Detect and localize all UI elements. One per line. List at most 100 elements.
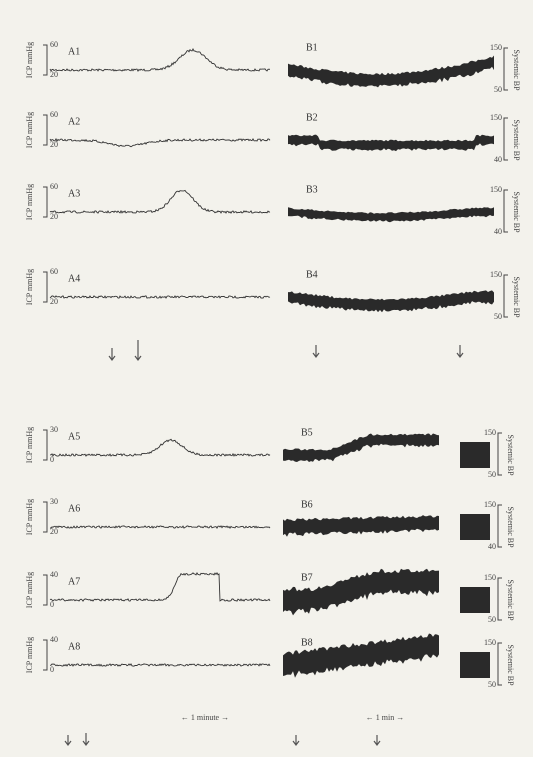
bp-scale [497, 577, 502, 621]
bp-trace-label: B1 [306, 42, 318, 53]
icp-axis-label: ICP mmHg [25, 572, 34, 608]
icp-max: 30 [50, 497, 58, 506]
icp-trace-label: A1 [68, 46, 80, 57]
time-scale-right: ← 1 min → [366, 713, 404, 722]
icp-scale [43, 271, 48, 303]
icp-min: 0 [50, 455, 54, 464]
bp-min: 40 [494, 155, 502, 164]
icp-scale [43, 574, 48, 606]
bp-block [460, 514, 490, 540]
icp-trace [49, 525, 271, 529]
icp-axis-label: ICP mmHg [25, 269, 34, 305]
icp-trace-label: A4 [68, 273, 80, 284]
icp-scale [43, 114, 48, 146]
bp-band [283, 515, 439, 537]
bp-scale [503, 189, 508, 233]
bp-trace-label: B2 [306, 112, 318, 123]
icp-scale [43, 501, 48, 533]
icp-max: 30 [50, 425, 58, 434]
icp-min: 0 [50, 600, 54, 609]
icp-axis-label: ICP mmHg [25, 637, 34, 673]
bp-axis-label: Systemic BP [512, 276, 521, 318]
bp-max: 150 [484, 638, 496, 647]
icp-trace-label: A5 [68, 431, 80, 442]
icp-trace [49, 48, 271, 73]
icp-axis-label: ICP mmHg [25, 112, 34, 148]
icp-axis-label: ICP mmHg [25, 499, 34, 535]
bp-scale [497, 432, 502, 476]
bp-min: 50 [494, 85, 502, 94]
bp-trace-label: B6 [301, 499, 313, 510]
icp-scale [43, 44, 48, 76]
icp-min: 20 [50, 212, 58, 221]
bp-scale [497, 504, 502, 548]
bp-min: 40 [488, 542, 496, 551]
icp-max: 60 [50, 40, 58, 49]
bp-band [283, 633, 439, 678]
icp-trace-label: A2 [68, 116, 80, 127]
icp-min: 0 [50, 665, 54, 674]
bp-max: 150 [490, 43, 502, 52]
bp-scale [503, 274, 508, 318]
bp-trace-label: B3 [306, 184, 318, 195]
bp-band [288, 290, 494, 313]
icp-scale [43, 639, 48, 671]
bp-axis-label: Systemic BP [506, 434, 515, 476]
bp-min: 50 [488, 470, 496, 479]
icp-trace-label: A7 [68, 576, 80, 587]
icp-trace [49, 137, 271, 148]
bp-block [460, 652, 490, 678]
icp-max: 60 [50, 182, 58, 191]
bp-axis-label: Systemic BP [512, 119, 521, 161]
event-arrows [64, 340, 464, 746]
bp-trace-label: B7 [301, 572, 313, 583]
bp-scale [503, 117, 508, 161]
bp-min: 50 [488, 615, 496, 624]
bp-max: 150 [484, 428, 496, 437]
bp-block [460, 587, 490, 613]
icp-trace [49, 438, 271, 457]
bp-axis-label: Systemic BP [512, 191, 521, 233]
icp-trace-label: A8 [68, 641, 80, 652]
icp-max: 60 [50, 267, 58, 276]
icp-max: 40 [50, 570, 58, 579]
bp-band [283, 433, 439, 462]
bp-band [288, 55, 494, 88]
bp-band [288, 207, 494, 223]
icp-trace-label: A6 [68, 503, 80, 514]
icp-max: 40 [50, 635, 58, 644]
icp-min: 20 [50, 70, 58, 79]
bp-min: 50 [494, 312, 502, 321]
bp-max: 150 [484, 573, 496, 582]
bp-scale [497, 642, 502, 686]
bp-band [283, 568, 439, 616]
icp-trace [49, 663, 271, 667]
bp-band [288, 134, 494, 152]
icp-trace-label: A3 [68, 188, 80, 199]
icp-scale [43, 186, 48, 218]
time-scale-left: ← 1 minute → [181, 713, 229, 722]
icp-trace [49, 189, 271, 214]
bp-max: 150 [490, 270, 502, 279]
icp-trace [49, 571, 271, 602]
bp-max: 150 [490, 185, 502, 194]
icp-max: 60 [50, 110, 58, 119]
bp-max: 150 [490, 113, 502, 122]
icp-min: 20 [50, 527, 58, 536]
icp-scale [43, 429, 48, 461]
bp-trace-label: B4 [306, 269, 318, 280]
bp-axis-label: Systemic BP [506, 579, 515, 621]
icp-min: 20 [50, 297, 58, 306]
bp-axis-label: Systemic BP [512, 49, 521, 91]
icp-axis-label: ICP mmHg [25, 42, 34, 78]
bp-trace-label: B8 [301, 637, 313, 648]
icp-min: 20 [50, 140, 58, 149]
bp-scale [503, 47, 508, 91]
bp-axis-label: Systemic BP [506, 506, 515, 548]
icp-axis-label: ICP mmHg [25, 427, 34, 463]
bp-axis-label: Systemic BP [506, 644, 515, 686]
bp-trace-label: B5 [301, 427, 313, 438]
bp-min: 50 [488, 680, 496, 689]
icp-trace [49, 295, 271, 299]
